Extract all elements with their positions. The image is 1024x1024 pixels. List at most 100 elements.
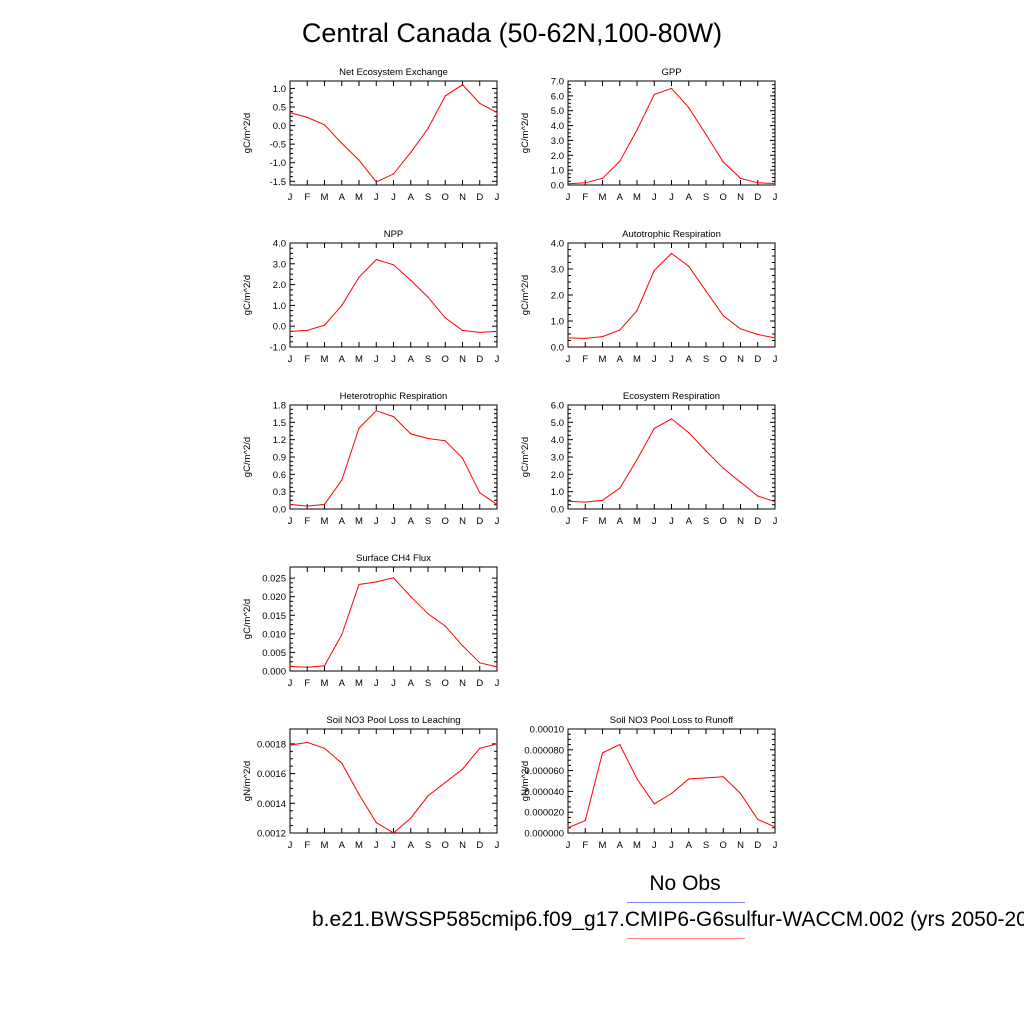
y-axis-label: gN/m^2/d xyxy=(242,761,253,801)
x-tick-label: A xyxy=(617,516,624,527)
legend-model-line xyxy=(627,938,745,939)
data-point xyxy=(323,124,326,126)
x-tick-label: M xyxy=(599,840,607,851)
data-point xyxy=(653,269,655,271)
y-tick-label: -1.0 xyxy=(270,343,286,354)
x-tick-label: A xyxy=(686,840,693,851)
y-tick-label: 1.0 xyxy=(273,84,286,95)
x-tick-label: F xyxy=(582,354,588,365)
series-line xyxy=(289,410,498,507)
x-tick-label: M xyxy=(633,516,641,527)
y-tick-label: 0.025 xyxy=(262,574,286,585)
x-tick-label: S xyxy=(703,840,709,851)
data-point xyxy=(774,826,776,828)
x-tick-label: D xyxy=(476,840,483,851)
series-line xyxy=(289,741,498,834)
y-tick-label: 7.0 xyxy=(551,77,564,88)
x-tick-label: F xyxy=(582,840,588,851)
x-tick-label: O xyxy=(720,192,727,203)
x-tick-label: J xyxy=(495,354,500,365)
data-point xyxy=(392,577,395,579)
x-tick-label: M xyxy=(321,354,329,365)
data-point xyxy=(601,499,604,501)
data-point xyxy=(619,160,621,162)
x-tick-label: N xyxy=(459,192,466,203)
y-tick-label: 4.0 xyxy=(551,239,564,250)
x-tick-label: N xyxy=(737,516,744,527)
data-point xyxy=(392,832,395,834)
x-tick-label: F xyxy=(304,192,310,203)
x-tick-label: M xyxy=(355,192,363,203)
data-point xyxy=(496,111,498,114)
y-tick-label: 0.9 xyxy=(273,453,286,464)
data-point xyxy=(619,487,621,489)
x-tick-label: J xyxy=(374,840,379,851)
x-tick-label: D xyxy=(476,354,483,365)
x-tick-label: M xyxy=(355,840,363,851)
x-tick-label: J xyxy=(566,840,571,851)
x-tick-label: O xyxy=(442,840,449,851)
x-tick-label: A xyxy=(686,192,693,203)
x-tick-label: J xyxy=(495,192,500,203)
x-tick-label: N xyxy=(459,678,466,689)
data-point xyxy=(479,492,481,494)
data-point xyxy=(427,127,429,130)
x-tick-label: F xyxy=(582,192,588,203)
x-tick-label: J xyxy=(566,354,571,365)
x-tick-label: A xyxy=(408,678,415,689)
plot-frame xyxy=(289,404,498,510)
data-point xyxy=(444,317,446,319)
y-tick-label: 6.0 xyxy=(551,401,564,412)
series-line xyxy=(567,87,776,185)
data-point xyxy=(323,503,326,505)
data-point xyxy=(461,84,464,86)
panel-title: Soil NO3 Pool Loss to Runoff xyxy=(610,715,734,726)
x-tick-label: M xyxy=(321,840,329,851)
data-point xyxy=(358,583,360,586)
data-point xyxy=(722,467,724,469)
x-tick-label: O xyxy=(442,192,449,203)
x-tick-label: O xyxy=(442,516,449,527)
x-tick-label: J xyxy=(495,840,500,851)
data-point xyxy=(653,803,655,805)
series-line xyxy=(567,743,776,829)
plot-frame xyxy=(567,404,776,510)
series-line xyxy=(567,252,776,339)
data-point xyxy=(636,778,638,780)
y-axis-label: gN/m^2/d xyxy=(520,761,531,801)
plot-frame xyxy=(567,242,776,348)
data-point xyxy=(427,795,429,797)
x-tick-label: F xyxy=(304,840,310,851)
data-point xyxy=(757,182,759,184)
x-tick-label: N xyxy=(459,516,466,527)
data-point xyxy=(670,418,673,420)
x-tick-label: J xyxy=(391,840,396,851)
data-point xyxy=(670,87,673,90)
y-tick-label: 1.0 xyxy=(273,301,286,312)
data-point xyxy=(496,666,498,668)
series-line xyxy=(289,84,498,183)
y-tick-label: 3.0 xyxy=(551,453,564,464)
y-tick-label: 0.0012 xyxy=(257,829,286,840)
y-tick-label: 1.8 xyxy=(273,401,286,412)
x-tick-label: J xyxy=(288,516,293,527)
y-tick-label: 1.0 xyxy=(551,166,564,177)
y-tick-label: 0.000080 xyxy=(524,745,564,756)
data-point xyxy=(774,501,776,503)
y-tick-label: 0.0 xyxy=(551,343,564,354)
x-tick-label: S xyxy=(703,354,709,365)
x-tick-label: J xyxy=(652,354,657,365)
data-point xyxy=(479,662,481,664)
data-point xyxy=(341,142,343,144)
x-tick-label: N xyxy=(459,354,466,365)
x-tick-label: D xyxy=(754,516,761,527)
y-tick-label: 3.0 xyxy=(551,136,564,147)
x-tick-label: A xyxy=(339,516,346,527)
y-tick-label: 0.000000 xyxy=(524,829,564,840)
data-point xyxy=(341,634,343,636)
x-tick-label: J xyxy=(566,192,571,203)
data-point xyxy=(323,665,326,667)
x-tick-label: S xyxy=(425,354,431,365)
data-point xyxy=(341,479,343,481)
